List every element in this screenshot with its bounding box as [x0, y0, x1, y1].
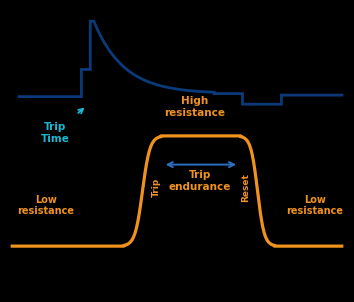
- Text: Low
resistance: Low resistance: [286, 194, 344, 216]
- Text: High
resistance: High resistance: [164, 96, 225, 118]
- Text: Reset: Reset: [241, 173, 250, 202]
- Text: Low
resistance: Low resistance: [17, 194, 75, 216]
- Text: Trip
endurance: Trip endurance: [169, 170, 231, 192]
- Text: Trip
Time: Trip Time: [40, 122, 69, 144]
- Text: Trip: Trip: [152, 178, 161, 197]
